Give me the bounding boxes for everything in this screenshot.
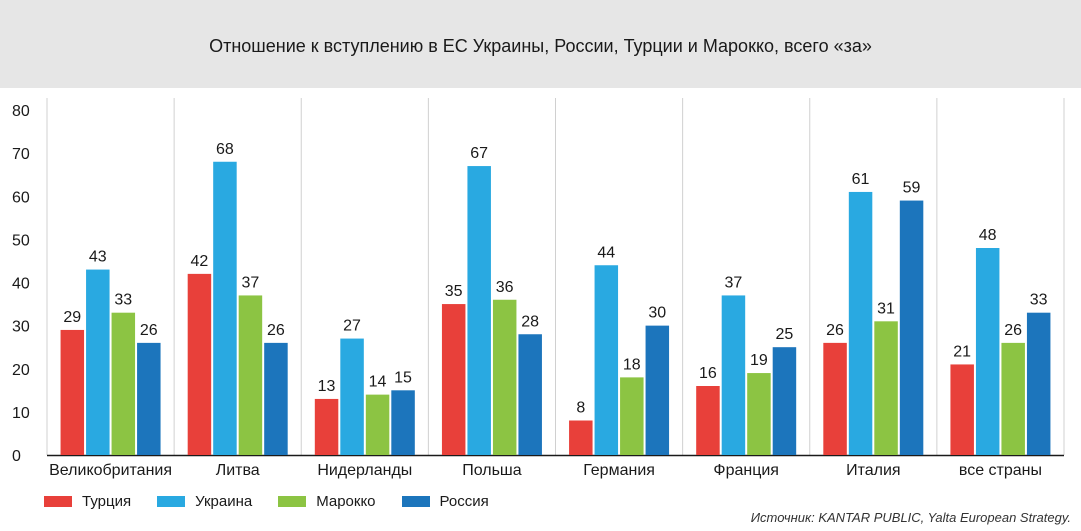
bar bbox=[721, 295, 746, 455]
bar-value-label: 33 bbox=[114, 292, 132, 309]
bar bbox=[594, 265, 619, 455]
bar-value-label: 25 bbox=[776, 326, 794, 343]
bar-value-label: 44 bbox=[597, 244, 615, 261]
bar-value-label: 35 bbox=[445, 283, 463, 300]
y-tick-label: 60 bbox=[12, 189, 30, 206]
bar bbox=[899, 200, 924, 455]
chart-header: Отношение к вступлению в ЕС Украины, Рос… bbox=[0, 0, 1081, 88]
bar-value-label: 48 bbox=[979, 227, 997, 244]
bar bbox=[848, 191, 873, 455]
y-tick-label: 20 bbox=[12, 362, 30, 379]
bar-value-label: 15 bbox=[394, 369, 412, 386]
x-tick-label: Польша bbox=[462, 462, 522, 479]
legend-label: Россия bbox=[439, 492, 489, 510]
bar bbox=[391, 390, 415, 455]
bar bbox=[696, 386, 720, 455]
bar-value-label: 26 bbox=[1004, 322, 1022, 339]
bar bbox=[772, 347, 797, 455]
x-tick-label: Великобритания bbox=[49, 462, 172, 479]
x-tick-label: Франция bbox=[713, 462, 779, 479]
y-tick-label: 80 bbox=[12, 103, 30, 120]
legend-item: Турция bbox=[44, 493, 131, 510]
bar-value-label: 26 bbox=[140, 322, 158, 339]
legend-item: Марокко bbox=[278, 492, 376, 510]
bar bbox=[111, 312, 136, 455]
bar bbox=[492, 299, 517, 455]
bar-value-label: 8 bbox=[576, 400, 585, 417]
legend-label: Турция bbox=[82, 492, 132, 510]
legend: Турция Украина Марокко Россия bbox=[44, 491, 515, 511]
x-tick-label: Германия bbox=[583, 462, 655, 479]
x-tick-label: Нидерланды bbox=[317, 462, 412, 479]
legend-item: Украина bbox=[157, 493, 252, 510]
bar-value-label: 67 bbox=[470, 145, 488, 162]
bar-value-label: 18 bbox=[623, 356, 641, 373]
y-tick-label: 10 bbox=[12, 405, 30, 422]
chart-title: Отношение к вступлению в ЕС Украины, Рос… bbox=[209, 36, 872, 56]
bar-value-label: 37 bbox=[242, 274, 260, 291]
bar bbox=[747, 373, 771, 455]
bar-value-label: 28 bbox=[521, 313, 539, 330]
bar-value-label: 36 bbox=[496, 279, 514, 296]
bar bbox=[975, 248, 1000, 455]
bar bbox=[86, 269, 110, 455]
bar-value-label: 68 bbox=[216, 141, 234, 158]
x-tick-label: Италия bbox=[846, 462, 900, 479]
bar bbox=[137, 342, 161, 455]
bar bbox=[314, 398, 339, 455]
bar bbox=[518, 334, 542, 455]
bar-value-label: 61 bbox=[852, 171, 870, 188]
bar bbox=[1026, 312, 1051, 455]
bar bbox=[238, 295, 263, 455]
legend-swatch bbox=[278, 495, 307, 507]
bar bbox=[441, 304, 466, 455]
y-tick-label: 30 bbox=[12, 319, 30, 336]
bar-value-label: 19 bbox=[750, 352, 768, 369]
bar bbox=[620, 377, 644, 455]
source-note: Источник: KANTAR PUBLIC, Yalta European … bbox=[750, 510, 1071, 525]
bar bbox=[264, 342, 288, 455]
bar bbox=[365, 394, 390, 455]
bar-value-label: 42 bbox=[191, 253, 209, 270]
bar-value-label: 33 bbox=[1030, 292, 1048, 309]
y-tick-label: 40 bbox=[12, 276, 30, 293]
bar bbox=[213, 161, 237, 455]
bar bbox=[340, 338, 364, 455]
legend-swatch bbox=[44, 495, 72, 507]
y-tick-label: 0 bbox=[12, 448, 21, 465]
legend-label: Марокко bbox=[316, 492, 376, 510]
bar-value-label: 43 bbox=[89, 249, 107, 266]
y-tick-label: 50 bbox=[12, 232, 30, 249]
bar bbox=[60, 329, 85, 455]
bar bbox=[1001, 342, 1025, 455]
bar bbox=[645, 325, 670, 455]
legend-item: Россия bbox=[401, 492, 489, 510]
bar bbox=[874, 321, 898, 455]
bar bbox=[823, 342, 847, 455]
x-tick-label: все страны bbox=[959, 462, 1042, 479]
bar-value-label: 37 bbox=[725, 274, 743, 291]
bar bbox=[187, 273, 212, 455]
bar bbox=[569, 420, 593, 455]
bar-value-label: 59 bbox=[903, 180, 921, 197]
legend-label: Украина bbox=[195, 492, 253, 510]
bar-value-label: 13 bbox=[318, 378, 336, 395]
bar-value-label: 21 bbox=[953, 343, 971, 360]
x-tick-label: Литва bbox=[216, 462, 260, 479]
bar bbox=[467, 166, 491, 455]
bar bbox=[950, 364, 974, 455]
bar-value-label: 26 bbox=[826, 322, 844, 339]
bar-value-label: 31 bbox=[877, 300, 895, 317]
y-tick-label: 70 bbox=[12, 146, 30, 163]
bar-value-label: 30 bbox=[648, 305, 666, 322]
bar-value-label: 16 bbox=[699, 365, 717, 382]
bar-value-label: 26 bbox=[267, 322, 285, 339]
bar-value-label: 29 bbox=[63, 309, 81, 326]
legend-swatch bbox=[401, 495, 430, 507]
legend-swatch bbox=[157, 495, 186, 507]
bar-value-label: 14 bbox=[369, 374, 387, 391]
bar-value-label: 27 bbox=[343, 318, 361, 335]
